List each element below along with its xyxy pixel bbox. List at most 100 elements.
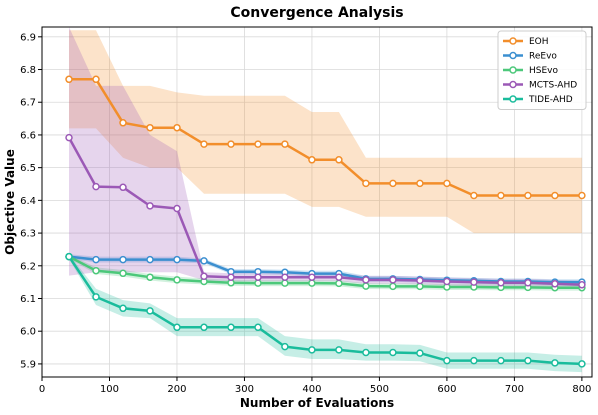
reevo-point — [92, 255, 100, 264]
mcts-ahd-point — [308, 273, 316, 281]
mcts-ahd-point — [524, 279, 532, 287]
tide-ahd-point — [65, 252, 73, 261]
hsevo-point — [416, 282, 424, 291]
x-tick-label: 400 — [302, 384, 321, 395]
legend-marker-reevo — [509, 51, 517, 60]
tide-ahd-point — [119, 304, 127, 313]
reevo-point — [119, 255, 127, 264]
hsevo-point — [335, 279, 343, 288]
reevo-line — [68, 255, 582, 284]
tide-ahd-point — [146, 307, 154, 315]
eoh-point — [362, 179, 370, 188]
plot-frame — [41, 26, 593, 378]
eoh-point — [389, 179, 397, 188]
tide-ahd-point — [254, 323, 262, 332]
x-tick-label: 600 — [437, 384, 456, 395]
hsevo-point — [119, 269, 127, 278]
hsevo-point — [146, 273, 154, 281]
mcts-ahd-point — [281, 273, 289, 281]
mcts-ahd-point — [497, 279, 505, 287]
x-axis-ticks: 0 100 200 300 400 500 600 700 800 — [39, 377, 591, 395]
tide-ahd-line — [67, 255, 582, 366]
eoh-point — [254, 140, 262, 148]
mcts-ahd-point — [578, 281, 586, 289]
hsevo-point — [281, 279, 289, 287]
y-tick-label: 6.6 — [20, 130, 36, 141]
hsevo-line — [68, 255, 582, 289]
legend-label-hsevo: HSEvo — [529, 66, 558, 76]
tide-ahd-point — [308, 346, 316, 354]
x-tick-label: 200 — [167, 384, 186, 395]
eoh-point — [227, 140, 235, 148]
eoh-point — [578, 191, 586, 200]
mcts-ahd-point — [146, 202, 154, 210]
mcts-ahd-point — [362, 276, 370, 284]
y-tick-label: 6.5 — [20, 163, 36, 174]
eoh-point — [281, 140, 289, 148]
eoh-point — [497, 191, 505, 200]
mcts-ahd-point — [335, 273, 343, 281]
eoh-point — [146, 123, 154, 132]
grid-layer — [41, 27, 592, 377]
mcts-ahd-point — [470, 278, 478, 286]
y-tick-label: 6.2 — [20, 261, 36, 272]
mcts-ahd-point — [416, 276, 424, 285]
eoh-point — [308, 156, 316, 164]
tide-ahd-point — [551, 359, 559, 367]
legend-label-tide-ahd: TIDE-AHD — [528, 95, 573, 105]
y-axis-ticks: 5.9 6.0 6.1 6.2 6.3 6.4 6.5 6.6 6.7 6.8 6.9 — [20, 32, 42, 370]
reevo-point — [173, 255, 181, 264]
eoh-point — [119, 119, 127, 127]
mcts-ahd-point — [65, 133, 73, 142]
reevo-point — [200, 257, 208, 265]
eoh-point — [200, 140, 208, 148]
eoh-point — [470, 191, 478, 200]
legend-marker-eoh — [509, 37, 517, 45]
hsevo-point — [389, 282, 397, 291]
eoh-point — [65, 75, 73, 84]
eoh-point — [551, 191, 559, 200]
eoh-point — [524, 191, 532, 200]
tide-ahd-point — [416, 349, 424, 357]
legend-label-mcts-ahd: MCTS-AHD — [529, 81, 577, 91]
tide-ahd-point — [578, 360, 586, 368]
x-tick-label: 300 — [235, 384, 254, 395]
tide-ahd-point — [281, 342, 289, 351]
x-axis-label: Number of Evaluations — [240, 396, 394, 410]
legend-box — [497, 30, 587, 110]
y-axis-label: Objective Value — [3, 149, 17, 255]
y-tick-label: 6.1 — [20, 294, 36, 305]
chart-title: Convergence Analysis — [230, 5, 403, 21]
y-tick-label: 6.0 — [20, 327, 36, 338]
mcts-ahd-line — [67, 136, 582, 287]
legend-marker-tide-ahd — [509, 95, 517, 103]
y-tick-label: 6.9 — [20, 32, 36, 43]
tide-ahd-point — [362, 348, 370, 357]
tide-ahd-point — [335, 346, 343, 354]
hsevo-point — [92, 266, 100, 275]
eoh-point — [173, 123, 181, 132]
hsevo-point — [308, 279, 316, 287]
mcts-ahd-point — [173, 204, 181, 213]
mcts-ahd-band — [69, 27, 582, 289]
hsevo-point — [173, 276, 181, 284]
mcts-ahd-point — [119, 183, 127, 192]
mcts-ahd-point — [227, 273, 235, 281]
y-tick-label: 6.3 — [20, 229, 36, 240]
hsevo-point — [362, 282, 370, 290]
reevo-point — [146, 255, 154, 264]
eoh-point — [92, 75, 100, 84]
mcts-ahd-point — [92, 182, 100, 191]
tide-ahd-point — [524, 356, 532, 365]
x-tick-label: 700 — [505, 384, 524, 395]
mcts-ahd-point — [200, 272, 208, 281]
tide-ahd-point — [443, 356, 451, 365]
y-tick-label: 6.8 — [20, 65, 36, 76]
legend-marker-hsevo — [509, 66, 517, 74]
eoh-point — [443, 179, 451, 188]
series-lines — [67, 78, 582, 366]
eoh-point — [335, 156, 343, 164]
eoh-point — [416, 179, 424, 188]
eoh-band — [69, 30, 582, 234]
